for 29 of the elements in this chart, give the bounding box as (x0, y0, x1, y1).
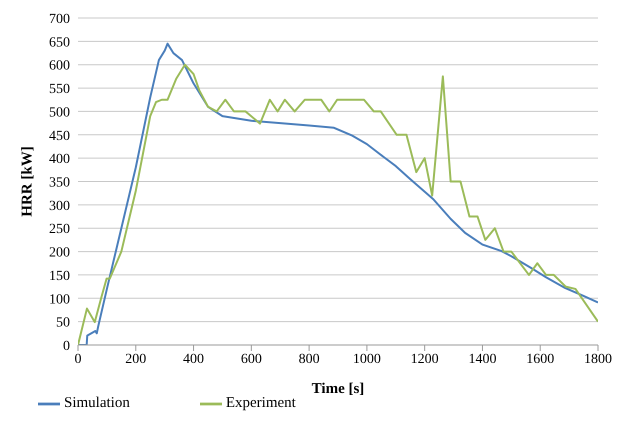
y-axis-title: HRR [kW] (19, 146, 36, 217)
y-tick-label: 200 (49, 246, 70, 261)
x-tick-label: 200 (125, 352, 146, 367)
x-tick-label: 800 (298, 352, 320, 367)
x-tick-label: 1600 (526, 352, 554, 367)
x-tick-label: 1800 (584, 352, 612, 367)
x-axis-title: Time [s] (312, 381, 364, 397)
y-tick-label: 250 (49, 222, 70, 238)
x-tick-label: 600 (240, 352, 262, 367)
y-tick-label: 50 (56, 316, 70, 331)
y-tick-label: 650 (49, 35, 70, 50)
x-tick-label: 0 (74, 352, 82, 367)
y-tick-label: 300 (49, 198, 70, 214)
x-tick-label: 1200 (410, 352, 439, 367)
legend-label: Experiment (226, 395, 296, 412)
y-tick-label: 0 (63, 338, 70, 354)
legend-label: Simulation (64, 395, 130, 412)
y-tick-label: 150 (49, 268, 70, 284)
y-tick-label: 350 (49, 175, 70, 190)
y-tick-label: 450 (49, 128, 70, 144)
y-tick-label: 100 (49, 292, 70, 308)
y-tick-label: 600 (49, 58, 70, 74)
x-tick-label: 1000 (352, 352, 381, 367)
y-tick-label: 550 (49, 82, 70, 98)
x-tick-label: 400 (183, 352, 204, 367)
y-tick-label: 700 (49, 12, 70, 27)
y-tick-label: 500 (49, 105, 70, 120)
x-tick-label: 1400 (468, 352, 496, 367)
y-tick-label: 400 (49, 152, 70, 168)
